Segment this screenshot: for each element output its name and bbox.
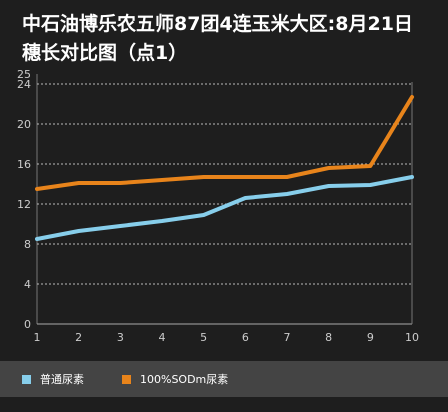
data-point-series-1 — [410, 175, 414, 179]
legend: 普通尿素 100%SODm尿素 — [0, 361, 448, 397]
data-point-series-1 — [368, 183, 372, 187]
x-tick-label: 8 — [325, 331, 332, 344]
x-tick-label: 5 — [200, 331, 207, 344]
data-point-series-1 — [202, 213, 206, 217]
x-tick-label: 2 — [75, 331, 82, 344]
y-tick-label: 24 — [17, 78, 31, 91]
y-tick-label: 0 — [24, 318, 31, 331]
legend-swatch-series-1 — [22, 374, 31, 384]
legend-label-series-2: 100%SODm尿素 — [140, 373, 229, 386]
series-line-2 — [35, 95, 414, 191]
chart-title: 中石油博乐农五师87团4连玉米大区:8月21日 穗长对比图（点1） — [22, 10, 448, 68]
series-line-1 — [35, 175, 414, 241]
legend-swatch-series-2 — [122, 374, 131, 384]
chart-title-line1: 中石油博乐农五师87团4连玉米大区:8月21日 — [22, 13, 413, 35]
legend-item-series-1: 普通尿素 — [22, 361, 84, 397]
data-point-series-1 — [327, 184, 331, 188]
chart-title-line2: 穗长对比图（点1） — [22, 42, 188, 64]
data-point-series-2 — [285, 175, 289, 179]
x-tick-label: 9 — [367, 331, 374, 344]
y-tick-label: 8 — [24, 238, 31, 251]
data-point-series-1 — [243, 196, 247, 200]
x-tick-label: 7 — [284, 331, 291, 344]
data-point-series-2 — [368, 164, 372, 168]
x-tick-label: 10 — [405, 331, 419, 344]
data-point-series-2 — [243, 175, 247, 179]
data-point-series-2 — [118, 181, 122, 185]
x-tick-label: 3 — [117, 331, 124, 344]
x-tick-label: 1 — [34, 331, 41, 344]
legend-item-series-2: 100%SODm尿素 — [122, 361, 228, 397]
y-tick-label: 16 — [17, 158, 31, 171]
data-point-series-1 — [35, 237, 39, 241]
x-tick-label: 4 — [159, 331, 166, 344]
y-tick-label: 20 — [17, 118, 31, 131]
data-point-series-1 — [160, 219, 164, 223]
data-point-series-2 — [327, 166, 331, 170]
data-point-series-1 — [285, 192, 289, 196]
data-point-series-2 — [160, 178, 164, 182]
data-point-series-1 — [77, 229, 81, 233]
y-tick-label: 4 — [24, 278, 31, 291]
legend-label-series-1: 普通尿素 — [40, 373, 84, 386]
data-point-series-2 — [35, 187, 39, 191]
data-point-series-2 — [410, 95, 414, 99]
data-point-series-1 — [118, 224, 122, 228]
y-tick-label: 25 — [17, 68, 31, 81]
y-tick-label: 12 — [17, 198, 31, 211]
data-point-series-2 — [202, 175, 206, 179]
data-point-series-2 — [77, 181, 81, 185]
x-tick-label: 6 — [242, 331, 249, 344]
